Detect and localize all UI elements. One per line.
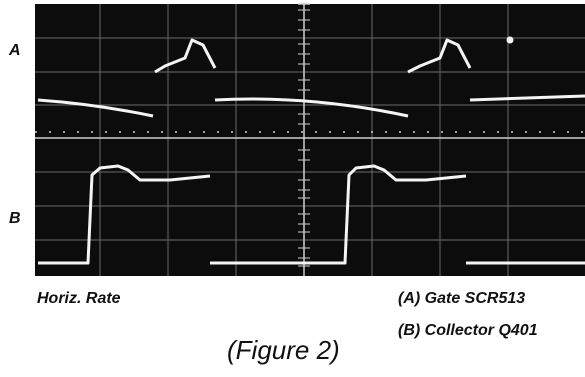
legend-entry: (A) Gate SCR513 [398,290,525,308]
caption-left: Horiz. Rate [37,290,121,308]
screen-background [35,4,585,276]
trace-spot [507,37,514,44]
figure-page: A B Horiz. Rate (A) Gate SCR513 (B) Coll… [0,0,585,377]
legend-entry: (B) Collector Q401 [398,322,538,340]
oscilloscope-screen [0,0,585,285]
figure-caption: (Figure 2) [227,335,340,366]
trace-label: B [9,210,21,228]
trace-label: A [9,42,21,60]
